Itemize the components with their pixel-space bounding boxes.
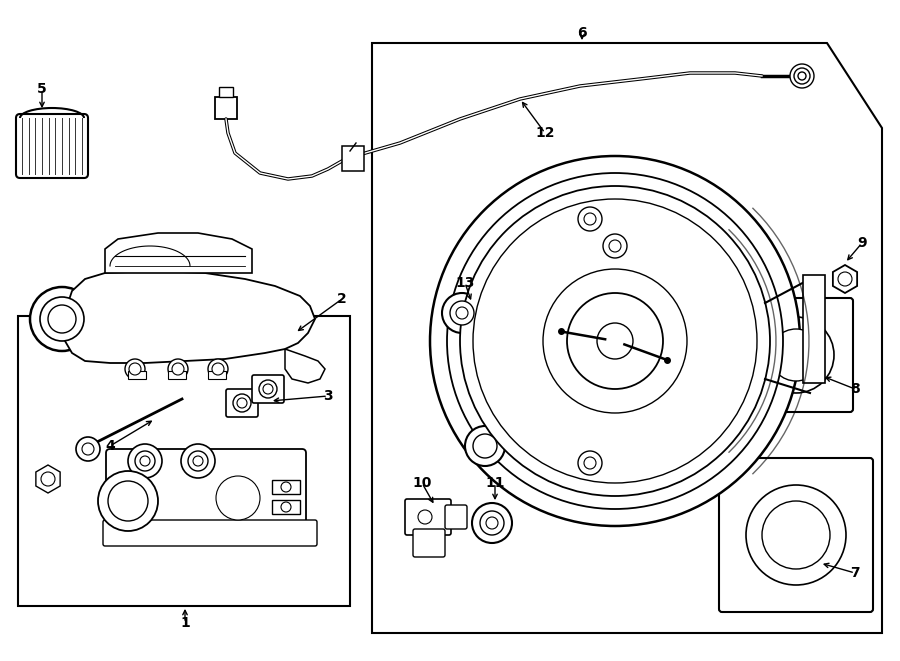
Text: 5: 5 bbox=[37, 82, 47, 96]
FancyBboxPatch shape bbox=[226, 389, 258, 417]
Circle shape bbox=[465, 426, 505, 466]
Text: 11: 11 bbox=[485, 476, 505, 490]
FancyBboxPatch shape bbox=[252, 375, 284, 403]
Circle shape bbox=[237, 398, 247, 408]
Bar bbox=[342, 146, 364, 171]
Circle shape bbox=[48, 305, 76, 333]
FancyBboxPatch shape bbox=[413, 529, 445, 557]
FancyBboxPatch shape bbox=[739, 298, 853, 412]
Text: 4: 4 bbox=[105, 439, 115, 453]
Circle shape bbox=[181, 444, 215, 478]
Circle shape bbox=[447, 173, 783, 509]
Circle shape bbox=[480, 511, 504, 535]
Text: 8: 8 bbox=[850, 382, 860, 396]
Circle shape bbox=[281, 482, 291, 492]
Circle shape bbox=[135, 451, 155, 471]
Circle shape bbox=[456, 307, 468, 319]
Circle shape bbox=[30, 287, 94, 351]
Text: 3: 3 bbox=[323, 389, 333, 403]
Circle shape bbox=[838, 272, 852, 286]
Bar bbox=[272, 480, 300, 494]
Bar bbox=[215, 97, 237, 119]
Text: 2: 2 bbox=[338, 292, 346, 306]
Circle shape bbox=[226, 486, 250, 510]
Circle shape bbox=[543, 269, 687, 413]
Circle shape bbox=[108, 481, 148, 521]
Circle shape bbox=[762, 501, 830, 569]
Bar bbox=[168, 371, 186, 379]
Circle shape bbox=[567, 293, 663, 389]
Circle shape bbox=[603, 234, 627, 258]
Circle shape bbox=[418, 510, 432, 524]
Circle shape bbox=[281, 502, 291, 512]
Circle shape bbox=[746, 485, 846, 585]
Circle shape bbox=[578, 207, 602, 231]
Circle shape bbox=[216, 476, 260, 520]
Circle shape bbox=[125, 359, 145, 379]
Circle shape bbox=[140, 456, 150, 466]
Circle shape bbox=[584, 213, 596, 225]
Text: 13: 13 bbox=[455, 276, 474, 290]
Text: 7: 7 bbox=[850, 566, 860, 580]
Circle shape bbox=[758, 317, 834, 393]
FancyBboxPatch shape bbox=[445, 505, 467, 529]
FancyBboxPatch shape bbox=[719, 458, 873, 612]
Circle shape bbox=[486, 517, 498, 529]
Circle shape bbox=[609, 240, 621, 252]
Circle shape bbox=[442, 293, 482, 333]
Bar bbox=[219, 87, 233, 97]
Bar bbox=[803, 275, 825, 383]
FancyBboxPatch shape bbox=[106, 449, 306, 532]
Circle shape bbox=[212, 363, 224, 375]
Bar bbox=[18, 316, 350, 606]
Circle shape bbox=[168, 359, 188, 379]
Polygon shape bbox=[105, 233, 252, 273]
Text: 6: 6 bbox=[577, 26, 587, 40]
Bar bbox=[272, 500, 300, 514]
Circle shape bbox=[473, 434, 497, 458]
Text: 1: 1 bbox=[180, 616, 190, 630]
Circle shape bbox=[472, 503, 512, 543]
Text: 12: 12 bbox=[536, 126, 554, 140]
Circle shape bbox=[233, 394, 251, 412]
Circle shape bbox=[129, 363, 141, 375]
Bar bbox=[128, 371, 146, 379]
FancyBboxPatch shape bbox=[103, 520, 317, 546]
Circle shape bbox=[770, 329, 822, 381]
Polygon shape bbox=[832, 265, 857, 293]
Circle shape bbox=[450, 301, 474, 325]
Circle shape bbox=[40, 297, 84, 341]
Circle shape bbox=[41, 472, 55, 486]
Circle shape bbox=[76, 437, 100, 461]
Circle shape bbox=[82, 443, 94, 455]
Circle shape bbox=[263, 384, 273, 394]
Circle shape bbox=[98, 471, 158, 531]
Polygon shape bbox=[285, 349, 325, 383]
Circle shape bbox=[259, 380, 277, 398]
Polygon shape bbox=[65, 271, 315, 363]
Polygon shape bbox=[372, 43, 882, 633]
Circle shape bbox=[790, 64, 814, 88]
Circle shape bbox=[188, 451, 208, 471]
Bar bbox=[208, 371, 226, 379]
Circle shape bbox=[460, 186, 770, 496]
Circle shape bbox=[208, 359, 228, 379]
Circle shape bbox=[172, 363, 184, 375]
Circle shape bbox=[597, 323, 633, 359]
Circle shape bbox=[578, 451, 602, 475]
FancyBboxPatch shape bbox=[16, 114, 88, 178]
Circle shape bbox=[430, 156, 800, 526]
Circle shape bbox=[193, 456, 203, 466]
Circle shape bbox=[794, 68, 810, 84]
FancyBboxPatch shape bbox=[405, 499, 451, 535]
Circle shape bbox=[584, 457, 596, 469]
Text: 9: 9 bbox=[857, 236, 867, 250]
Circle shape bbox=[798, 72, 806, 80]
Circle shape bbox=[473, 199, 757, 483]
Text: 10: 10 bbox=[412, 476, 432, 490]
Circle shape bbox=[128, 444, 162, 478]
Polygon shape bbox=[36, 465, 60, 493]
